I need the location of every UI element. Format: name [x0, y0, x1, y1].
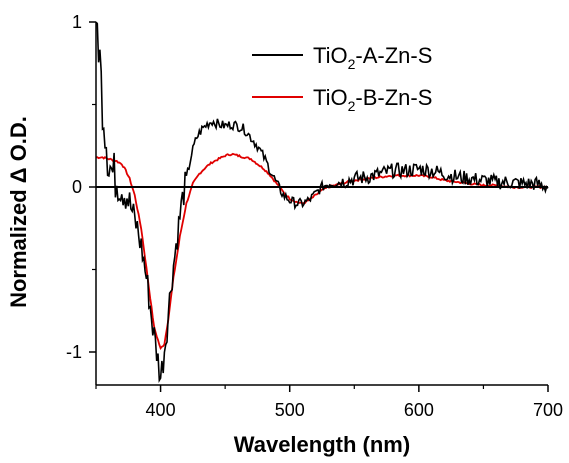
x-tick-label: 600: [404, 400, 434, 420]
y-tick-label: -1: [66, 342, 82, 362]
y-axis-title: Normalized Δ O.D.: [6, 116, 31, 308]
x-tick-label: 500: [275, 400, 305, 420]
legend-label-series-2: TiO2-B-Zn-S: [313, 85, 432, 114]
y-tick-label: 0: [72, 177, 82, 197]
plot-area: [95, 21, 549, 384]
legend: TiO2-A-Zn-S TiO2-B-Zn-S: [252, 43, 432, 114]
x-tick-label: 700: [533, 400, 563, 420]
axes: [95, 22, 548, 386]
x-axis-title: Wavelength (nm): [234, 432, 410, 457]
x-tick-label: 400: [146, 400, 176, 420]
series-line-2: [95, 152, 549, 350]
series-line-1: [95, 21, 549, 384]
ticks: 400 500 600 700 -1 0 1: [66, 12, 563, 420]
y-tick-label: 1: [72, 12, 82, 32]
legend-label-series-1: TiO2-A-Zn-S: [313, 43, 432, 72]
